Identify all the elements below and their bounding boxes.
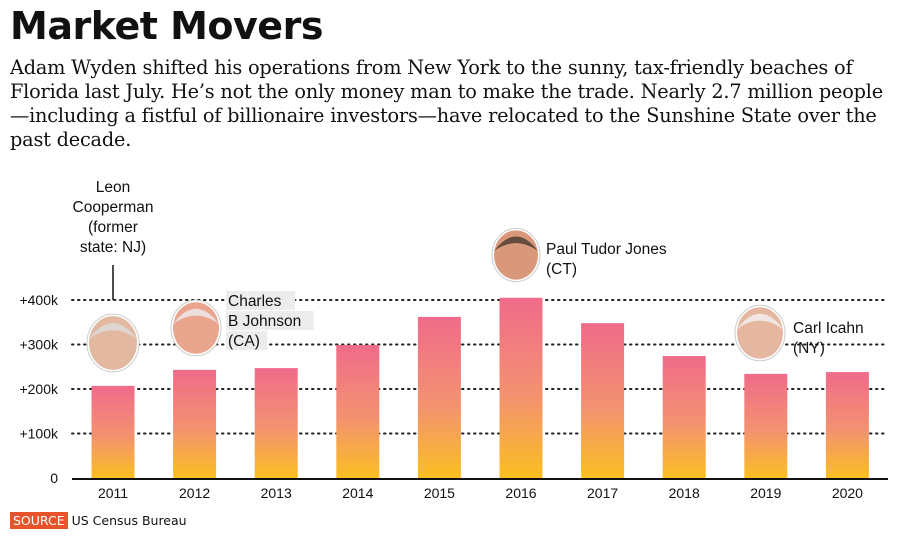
- annotation-label: Carl Icahn: [793, 320, 864, 337]
- bar-2013: [254, 368, 298, 478]
- y-tick-label: +200k: [19, 381, 59, 397]
- dek-text: Adam Wyden shifted his operations from N…: [10, 56, 883, 151]
- x-tick-label: 2016: [505, 485, 536, 501]
- x-tick-label: 2017: [587, 485, 618, 501]
- portrait-photo: [170, 299, 222, 357]
- x-tick-label: 2015: [424, 485, 455, 501]
- x-tick-label: 2020: [832, 485, 863, 501]
- bar-2018: [662, 356, 706, 478]
- annotation-label: (CA): [228, 333, 260, 350]
- x-tick-label: 2012: [179, 485, 210, 501]
- annotation-label: Leon: [96, 179, 130, 196]
- x-tick-label: 2018: [669, 485, 700, 501]
- portrait-hair: [737, 313, 783, 329]
- bar-2017: [581, 323, 625, 478]
- annotation-2011: Leon Cooperman (former state: NJ): [73, 179, 154, 373]
- portrait-hair: [494, 236, 538, 251]
- annotation-label: Cooperman: [73, 199, 154, 216]
- source-text: US Census Bureau: [71, 513, 187, 528]
- x-tick-label: 2011: [98, 485, 128, 501]
- annotation-label: Charles: [228, 293, 282, 310]
- x-tick-label: 2019: [750, 485, 781, 501]
- bar-2014: [336, 344, 380, 478]
- portrait-hair: [173, 308, 219, 324]
- bar-2016: [499, 297, 543, 478]
- bar-2020: [825, 372, 869, 478]
- portrait-photo: [491, 227, 541, 283]
- portrait-photo: [734, 304, 786, 362]
- annotation-2012: Charles B Johnson (CA): [170, 291, 314, 357]
- annotation-label: (CT): [546, 261, 577, 278]
- label-bg: [226, 311, 314, 330]
- annotation-label: Paul Tudor Jones: [546, 241, 667, 258]
- bar-2015: [417, 316, 461, 478]
- y-tick-label: +400k: [19, 292, 59, 308]
- y-tick-label: +100k: [19, 426, 59, 442]
- bar-2011: [91, 385, 135, 478]
- annotation-2016: Paul Tudor Jones (CT): [491, 227, 667, 283]
- y-tick-label: 0: [50, 470, 58, 486]
- annotation-label: (former: [88, 219, 138, 236]
- source-line: SOURCE US Census Bureau: [10, 512, 187, 529]
- annotation-2019: Carl Icahn (NY): [734, 304, 864, 362]
- annotation-label: B Johnson: [228, 313, 301, 330]
- annotation-label: (NY): [793, 340, 825, 357]
- y-tick-label: +300k: [19, 337, 59, 353]
- bar-2012: [173, 369, 217, 478]
- bar-2019: [744, 373, 788, 478]
- portrait-photo: [86, 313, 140, 373]
- label-bg: [226, 331, 268, 350]
- page-title: Market Movers: [10, 4, 323, 48]
- x-tick-label: 2013: [261, 485, 292, 501]
- annotation-label: state: NJ): [80, 239, 146, 256]
- x-tick-label: 2014: [342, 485, 373, 501]
- label-bg: [226, 291, 296, 310]
- portrait-hair: [89, 323, 137, 339]
- source-tag: SOURCE: [10, 512, 68, 529]
